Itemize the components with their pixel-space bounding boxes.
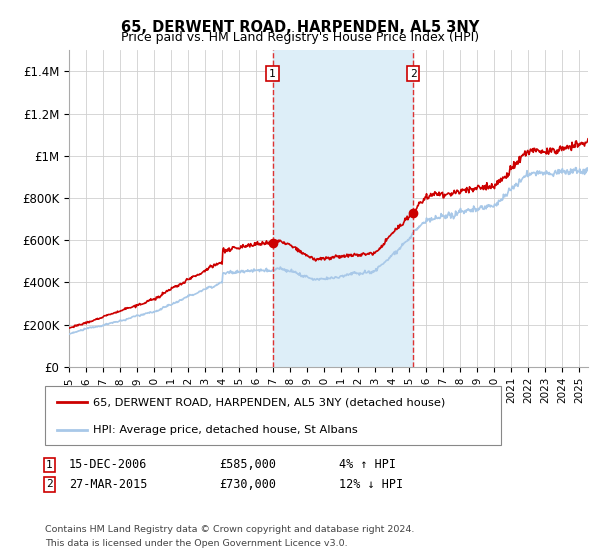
Text: £730,000: £730,000	[219, 478, 276, 491]
Text: Price paid vs. HM Land Registry's House Price Index (HPI): Price paid vs. HM Land Registry's House …	[121, 31, 479, 44]
Text: 1: 1	[269, 69, 276, 78]
Text: Contains HM Land Registry data © Crown copyright and database right 2024.: Contains HM Land Registry data © Crown c…	[45, 525, 415, 534]
Text: 1: 1	[46, 460, 53, 470]
Text: 2: 2	[410, 69, 416, 78]
Text: 4% ↑ HPI: 4% ↑ HPI	[339, 458, 396, 472]
Text: 2: 2	[46, 479, 53, 489]
Text: 65, DERWENT ROAD, HARPENDEN, AL5 3NY: 65, DERWENT ROAD, HARPENDEN, AL5 3NY	[121, 20, 479, 35]
Text: 12% ↓ HPI: 12% ↓ HPI	[339, 478, 403, 491]
Text: £585,000: £585,000	[219, 458, 276, 472]
Text: 15-DEC-2006: 15-DEC-2006	[69, 458, 148, 472]
Text: This data is licensed under the Open Government Licence v3.0.: This data is licensed under the Open Gov…	[45, 539, 347, 548]
Text: HPI: Average price, detached house, St Albans: HPI: Average price, detached house, St A…	[93, 424, 358, 435]
Text: 27-MAR-2015: 27-MAR-2015	[69, 478, 148, 491]
Bar	[272, 50, 413, 367]
Text: 65, DERWENT ROAD, HARPENDEN, AL5 3NY (detached house): 65, DERWENT ROAD, HARPENDEN, AL5 3NY (de…	[93, 397, 445, 407]
